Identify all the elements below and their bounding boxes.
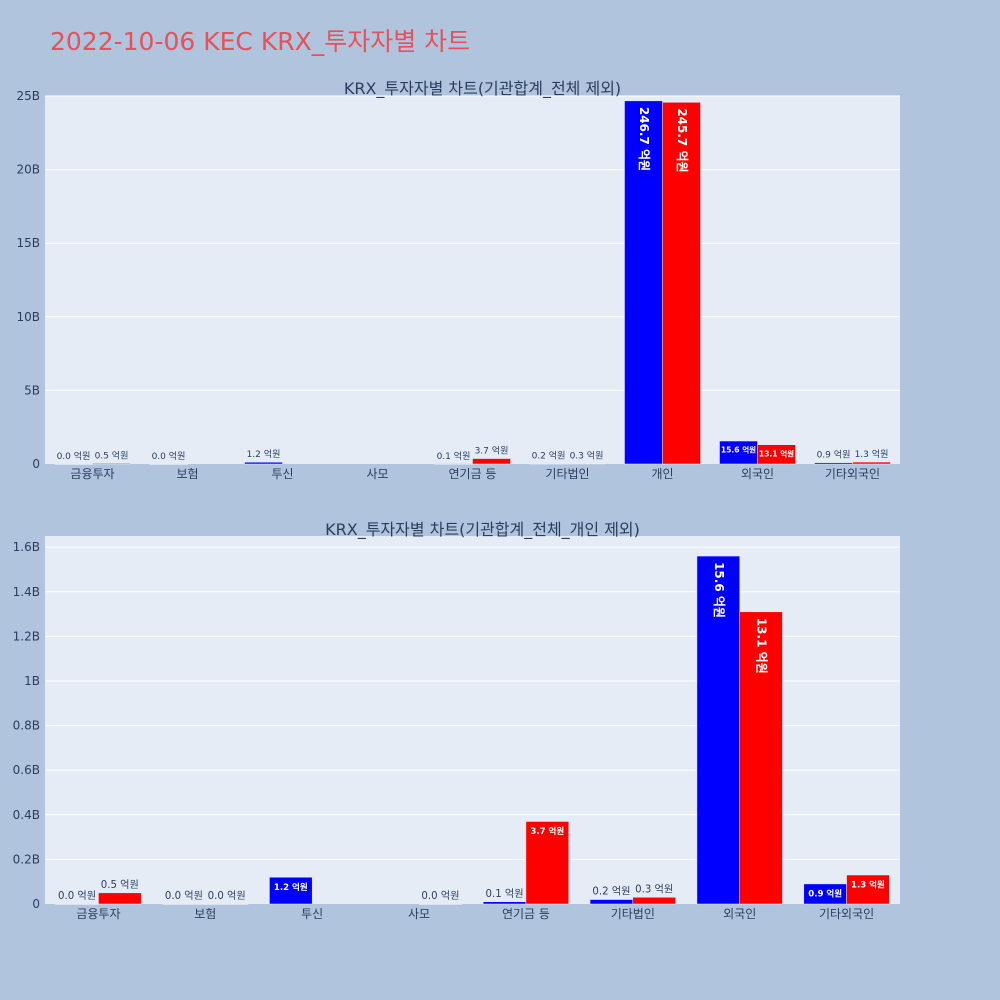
x-tick-label: 기타법인 [611,907,655,921]
x-tick-label: 기타외국인 [825,467,880,481]
bar-value-label: 1.3 억원 [851,879,885,891]
bar-value-label: 15.6 억원 [721,445,756,455]
x-tick-label: 사모 [408,907,430,921]
x-tick-label: 개인 [651,467,673,481]
bar [418,903,463,905]
x-tick-label: 투신 [271,467,293,481]
bar-value-label: 0.2 억원 [532,450,566,462]
bar [852,461,891,465]
y-tick-label: 10B [16,310,40,324]
chart-top: 0 5B 10B 15B 20B 25B KRX_투자자별 차트(기관합계_전체 제외) 0.… [16,79,900,481]
bar-value-label: 0.0 억원 [165,890,203,902]
bar [149,463,188,465]
bar-value-label: 0.0 억원 [57,450,91,462]
bar [244,461,283,465]
bar [269,876,313,905]
plot-area [45,96,900,464]
bar [525,821,569,905]
bar [846,874,890,905]
bar-value-label: 0.3 억원 [570,450,604,462]
y-tick-label: 0.2B [13,852,40,866]
bar-value-label: 0.0 억원 [208,890,246,902]
bar [567,463,606,465]
bar [757,444,796,465]
x-tick-label: 외국인 [723,907,756,921]
bar-value-label: 0.5 억원 [95,449,129,461]
bar-value-label: 0.0 억원 [421,890,459,902]
x-tick-label: 금융투자 [76,907,120,921]
y-tick-label: 0.4B [13,808,40,822]
bar-value-label: 13.1 억원 [759,448,794,458]
bar-value-label: 0.3 억원 [635,883,673,895]
chart-title: KRX_투자자별 차트(기관합계_전체 제외) [344,79,621,99]
x-tick-label: 기타외국인 [819,907,874,921]
bar [55,903,99,905]
x-tick-label: 외국인 [741,467,774,481]
bar-value-label: 3.7 억원 [475,445,509,457]
bar-value-label: 15.6 억원 [712,562,726,618]
x-tick-label: 연기금 등 [502,907,550,921]
bar [162,903,206,905]
chart-title: KRX_투자자별 차트(기관합계_전체_개인 제외) [325,520,640,540]
page-title: 2022-10-06 KEC KRX_투자자별 차트 [50,27,471,56]
bar [662,102,701,465]
bar [92,463,131,465]
bar-value-label: 3.7 억원 [530,825,564,837]
y-tick-label: 0 [32,457,40,471]
bar [696,555,740,905]
x-tick-label: 금융투자 [70,467,114,481]
bar-value-label: 0.1 억원 [437,450,471,462]
bar-value-label: 13.1 억원 [755,618,769,674]
y-tick-label: 0 [32,897,40,911]
bar-value-label: 0.1 억원 [486,888,524,900]
y-tick-label: 5B [24,383,40,397]
bar [205,903,249,905]
y-tick-label: 1.4B [13,585,40,599]
bar-value-label: 0.0 억원 [58,890,96,902]
x-tick-label: 연기금 등 [449,467,497,481]
bar [589,899,634,905]
y-tick-label: 25B [16,89,40,103]
bar-value-label: 0.0 억원 [152,450,186,462]
bar-value-label: 245.7 억원 [675,108,689,172]
y-tick-label: 0.8B [13,719,40,733]
x-tick-label: 보험 [194,907,216,921]
x-tick-label: 보험 [176,467,198,481]
y-tick-label: 1.2B [13,629,40,643]
bar [482,901,527,905]
bar-value-label: 0.2 억원 [592,886,630,898]
y-tick-label: 20B [16,163,40,177]
bar [739,611,783,905]
y-tick-label: 1.6B [13,540,40,554]
x-tick-label: 기타법인 [545,467,589,481]
bar-value-label: 1.2 억원 [274,881,308,893]
bar-value-label: 0.9 억원 [817,449,851,461]
bar-value-label: 1.3 억원 [855,448,889,460]
bar [472,458,511,465]
bar [98,892,142,905]
bar [632,897,676,905]
bar-value-label: 1.2 억원 [247,448,281,460]
y-tick-label: 0.6B [13,763,40,777]
bar [624,100,663,465]
y-tick-label: 15B [16,236,40,250]
bar-value-label: 0.9 억원 [808,887,842,899]
x-tick-label: 투신 [301,907,323,921]
x-tick-label: 사모 [366,467,388,481]
y-tick-label: 1B [24,674,40,688]
bar-value-label: 0.5 억원 [101,879,139,891]
bar-value-label: 246.7 억원 [637,107,651,171]
